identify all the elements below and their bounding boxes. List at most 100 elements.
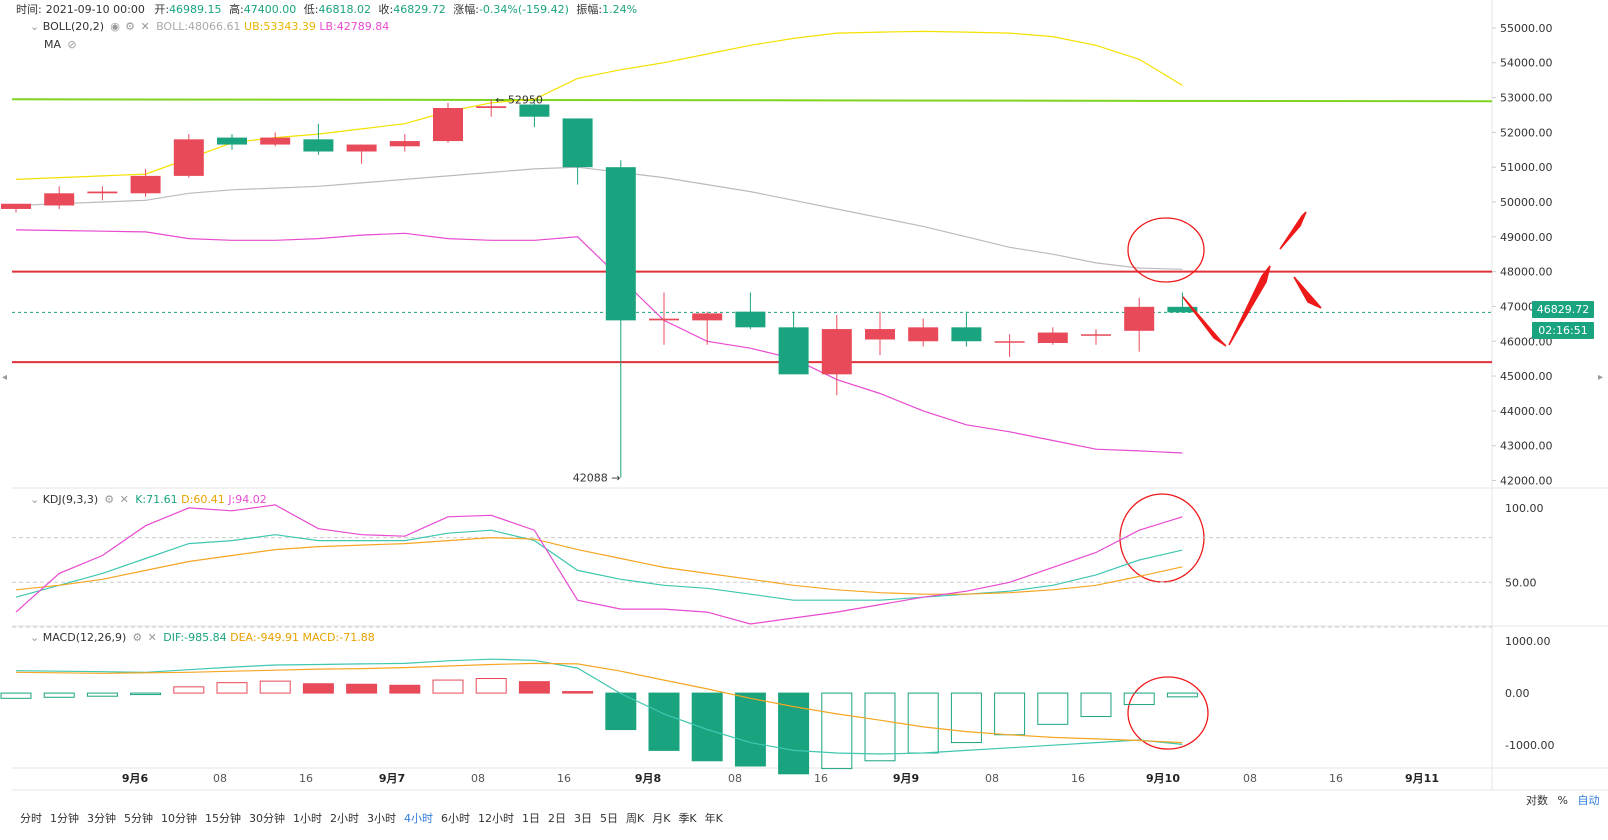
gear-icon[interactable]: ⚙ xyxy=(125,20,135,33)
time-tick-label: 9月9 xyxy=(893,772,919,785)
low-annotation: 42088 → xyxy=(573,471,621,484)
timeframe-18[interactable]: 月K xyxy=(652,812,671,825)
scroll-left-icon[interactable]: ◂ xyxy=(2,372,8,383)
timeframe-2[interactable]: 3分钟 xyxy=(87,812,116,825)
price-tick-label: 42000.00 xyxy=(1500,475,1553,488)
timeframe-3[interactable]: 5分钟 xyxy=(124,812,153,825)
timeframe-12[interactable]: 12小时 xyxy=(478,812,514,825)
close-icon[interactable]: ✕ xyxy=(147,631,157,644)
timeframe-4[interactable]: 10分钟 xyxy=(161,812,197,825)
timeframe-7[interactable]: 1小时 xyxy=(293,812,322,825)
boll-collapse-icon[interactable]: ⌄ xyxy=(30,20,40,33)
macd-histogram-bar xyxy=(0,692,32,699)
price-tick-label: 52000.00 xyxy=(1500,126,1553,139)
macd-histogram-bar xyxy=(994,692,1026,736)
boll-middle-band xyxy=(15,166,1183,270)
timeframe-11[interactable]: 6小时 xyxy=(441,812,470,825)
time-tick-label: 08 xyxy=(213,772,227,785)
boll-name: BOLL(20,2) xyxy=(42,20,105,33)
high-label: 高: xyxy=(229,3,244,16)
macd-histogram-bar xyxy=(734,692,766,767)
macd-histogram-bar xyxy=(1166,692,1198,698)
ma-overlay: MA ⊘ xyxy=(44,38,80,52)
macd-histogram-bar xyxy=(130,692,162,696)
macd-histogram-bar xyxy=(259,680,291,694)
kdj-tick-label: 100.00 xyxy=(1505,502,1544,515)
time-tick-label: 9月7 xyxy=(379,772,405,785)
gear-icon[interactable]: ⚙ xyxy=(104,493,115,506)
annotation-arrow xyxy=(1182,296,1227,347)
kdj-name: KDJ(9,3,3) xyxy=(42,493,99,506)
macd-histogram-bar xyxy=(605,692,637,731)
timeframe-15[interactable]: 3日 xyxy=(574,812,592,825)
price-tick-label: 44000.00 xyxy=(1500,405,1553,418)
low-label: 低: xyxy=(303,3,319,16)
close-icon[interactable]: ✕ xyxy=(119,493,129,506)
time-tick-label: 16 xyxy=(814,772,828,785)
timeframe-17[interactable]: 周K xyxy=(626,812,645,825)
time-tick-label: 16 xyxy=(299,772,313,785)
macd-histogram-bar xyxy=(432,679,464,694)
kdj-d-value: D:60.41 xyxy=(181,493,225,506)
close-icon[interactable]: ✕ xyxy=(140,20,150,33)
macd-histogram-bar xyxy=(346,683,378,694)
timeframe-8[interactable]: 2小时 xyxy=(330,812,359,825)
scroll-right-icon[interactable]: ▸ xyxy=(1598,372,1604,383)
time-value: 2021-09-10 00:00 xyxy=(45,3,145,16)
timeframe-20[interactable]: 年K xyxy=(704,812,723,825)
candle-body xyxy=(476,106,507,108)
price-tick-label: 55000.00 xyxy=(1500,22,1553,35)
timeframe-14[interactable]: 2日 xyxy=(548,812,566,825)
eye-icon[interactable]: ◉ xyxy=(110,20,120,33)
candle-body xyxy=(951,327,982,342)
time-tick-label: 08 xyxy=(1243,772,1257,785)
percent-scale-button[interactable]: % xyxy=(1557,794,1568,807)
time-tick-label: 9月6 xyxy=(122,772,149,785)
time-tick-label: 08 xyxy=(728,772,742,785)
price-tick-label: 50000.00 xyxy=(1500,196,1553,209)
timeframe-9[interactable]: 3小时 xyxy=(367,812,396,825)
timeframe-16[interactable]: 5日 xyxy=(600,812,618,825)
timeframe-10[interactable]: 4小时 xyxy=(404,812,433,825)
timeframe-6[interactable]: 30分钟 xyxy=(249,812,285,825)
countdown-label: 02:16:51 xyxy=(1532,322,1594,339)
candle-body xyxy=(692,313,723,321)
gear-icon[interactable]: ⚙ xyxy=(132,631,143,644)
macd-histogram-bar xyxy=(821,692,853,770)
candle-body xyxy=(173,139,204,176)
kdj-collapse-icon[interactable]: ⌄ xyxy=(30,493,40,506)
change-value: -0.34%(-159.42) xyxy=(478,3,569,16)
amp-value: 1.24% xyxy=(602,3,638,16)
timeframe-1[interactable]: 1分钟 xyxy=(50,812,79,825)
macd-histogram-bar xyxy=(691,692,723,762)
timeframe-19[interactable]: 季K xyxy=(678,812,697,825)
timeframe-13[interactable]: 1日 xyxy=(522,812,540,825)
candle-body xyxy=(44,193,75,206)
time-tick-label: 08 xyxy=(985,772,999,785)
open-value: 46989.15 xyxy=(169,3,222,16)
time-tick-label: 9月8 xyxy=(635,772,661,785)
macd-histogram-bar xyxy=(648,692,680,751)
price-tick-label: 45000.00 xyxy=(1500,370,1553,383)
macd-collapse-icon[interactable]: ⌄ xyxy=(30,631,40,644)
price-tick-label: 49000.00 xyxy=(1500,231,1553,244)
macd-value: MACD:-71.88 xyxy=(302,631,375,644)
macd-tick-label: 1000.00 xyxy=(1505,635,1551,648)
log-scale-button[interactable]: 对数 xyxy=(1526,794,1548,807)
timeframe-0[interactable]: 分时 xyxy=(20,812,42,825)
candle-body xyxy=(735,311,766,328)
candle-body xyxy=(865,329,895,340)
ohlc-header: 时间: 2021-09-10 00:00 开:46989.15 高:47400.0… xyxy=(16,2,641,18)
boll-ub-value: UB:53343.39 xyxy=(244,20,316,33)
time-tick-label: 08 xyxy=(471,772,485,785)
price-tick-label: 51000.00 xyxy=(1500,161,1553,174)
candle-body xyxy=(433,108,463,142)
macd-histogram-bar xyxy=(907,692,939,754)
eye-off-icon[interactable]: ⊘ xyxy=(67,38,77,51)
time-tick-label: 9月11 xyxy=(1405,772,1439,785)
auto-scale-button[interactable]: 自动 xyxy=(1577,794,1600,807)
annotation-circle xyxy=(1127,676,1209,750)
timeframe-5[interactable]: 15分钟 xyxy=(205,812,241,825)
